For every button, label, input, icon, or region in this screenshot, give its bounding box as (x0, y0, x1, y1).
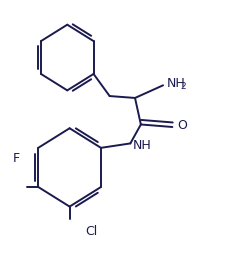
Text: Cl: Cl (86, 225, 98, 238)
Text: O: O (177, 119, 187, 132)
Text: F: F (12, 152, 20, 165)
Text: NH: NH (133, 139, 151, 152)
Text: NH: NH (167, 77, 185, 90)
Text: 2: 2 (180, 82, 186, 91)
